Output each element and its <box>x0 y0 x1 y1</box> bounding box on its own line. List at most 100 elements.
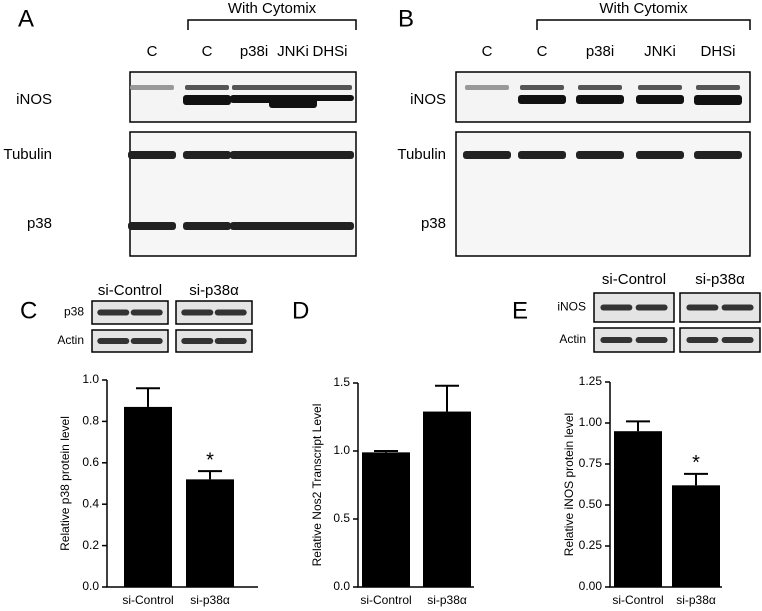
band <box>694 95 742 105</box>
lane-label: C <box>147 43 158 60</box>
y-tick-label: 0.4 <box>82 496 99 510</box>
band <box>518 151 566 159</box>
y-axis-label: Relative iNOS protein level <box>562 413 576 556</box>
y-axis-label: Relative p38 protein level <box>58 416 72 551</box>
bar <box>186 479 234 587</box>
band <box>183 222 231 230</box>
y-tick-label: 1.00 <box>579 415 603 429</box>
band <box>185 85 229 90</box>
y-tick-label: 0.2 <box>82 538 99 552</box>
band <box>638 85 682 90</box>
bar <box>672 485 720 587</box>
band <box>269 151 317 159</box>
band <box>230 95 278 103</box>
blot-frame <box>91 329 169 353</box>
group-label: si-p38α <box>189 282 239 299</box>
band <box>183 151 231 159</box>
significance: * <box>692 452 700 474</box>
band <box>636 95 684 104</box>
group-label: si-Control <box>98 282 162 299</box>
band <box>520 85 564 90</box>
band <box>128 222 176 230</box>
band <box>465 85 509 90</box>
band <box>600 337 633 343</box>
panel-label: E <box>512 297 528 324</box>
band <box>128 151 176 159</box>
bar <box>124 406 172 587</box>
y-axis-label: Relative Nos2 Transcript Level <box>310 404 324 567</box>
row-label: p38 <box>421 215 446 232</box>
band <box>306 95 354 101</box>
panel-label: A <box>18 5 34 32</box>
lane-label: DHSi <box>700 43 735 60</box>
group-label: si-Control <box>602 271 666 288</box>
x-tick-label: si-Control <box>612 593 663 607</box>
row-label: Tubulin <box>397 146 446 163</box>
band <box>576 95 624 104</box>
row-label: iNOS <box>557 300 586 314</box>
bar <box>362 452 410 587</box>
row-label: p38 <box>27 215 52 232</box>
row-label: Tubulin <box>3 146 52 163</box>
y-tick-label: 1.25 <box>579 374 603 388</box>
y-tick-label: 0.50 <box>579 497 603 511</box>
group-label: With Cytomix <box>599 0 688 17</box>
band <box>269 95 317 108</box>
bracket <box>536 19 751 30</box>
group-label: With Cytomix <box>228 0 317 17</box>
band <box>721 337 754 343</box>
x-tick-label: si-Control <box>360 593 411 607</box>
bar <box>423 411 471 587</box>
x-tick-label: si-Control <box>122 593 173 607</box>
band <box>230 222 278 230</box>
row-label: p38 <box>64 305 84 319</box>
band <box>214 338 247 344</box>
band <box>463 151 511 159</box>
lane-label: JNKi <box>277 43 309 60</box>
panel-label: B <box>398 5 414 32</box>
y-tick-label: 0.0 <box>333 579 350 593</box>
blot-frame <box>91 300 169 325</box>
band <box>576 151 624 159</box>
panel-label: C <box>20 297 37 324</box>
x-tick-label: si-p38α <box>676 593 716 607</box>
row-label: iNOS <box>410 91 446 108</box>
band <box>181 309 214 316</box>
band <box>271 85 315 90</box>
band <box>183 95 231 105</box>
y-tick-label: 0.25 <box>579 538 603 552</box>
y-tick-label: 0.00 <box>579 579 603 593</box>
panel-label: D <box>292 297 309 324</box>
band <box>181 338 214 344</box>
band <box>686 304 719 311</box>
band <box>518 95 566 104</box>
band <box>269 222 317 230</box>
band <box>130 338 163 344</box>
band <box>97 309 130 316</box>
y-tick-label: 0.0 <box>82 579 99 593</box>
group-label: si-p38α <box>695 271 745 288</box>
band <box>130 85 174 90</box>
band <box>130 309 163 316</box>
band <box>306 151 354 159</box>
band <box>578 85 622 90</box>
y-tick-label: 0.6 <box>82 455 99 469</box>
lane-label: p38i <box>240 43 268 60</box>
band <box>308 85 352 90</box>
band <box>306 222 354 230</box>
y-tick-label: 0.8 <box>82 414 99 428</box>
band <box>232 85 276 90</box>
x-tick-label: si-p38α <box>427 593 467 607</box>
lane-label: p38i <box>586 43 614 60</box>
bar <box>614 431 662 587</box>
significance: * <box>206 449 214 471</box>
lane-label: C <box>482 43 493 60</box>
y-tick-label: 1.0 <box>82 372 99 386</box>
band <box>686 337 719 343</box>
row-label: iNOS <box>16 91 52 108</box>
band <box>230 151 278 159</box>
band <box>696 85 740 90</box>
band <box>721 304 754 311</box>
band <box>635 337 668 343</box>
